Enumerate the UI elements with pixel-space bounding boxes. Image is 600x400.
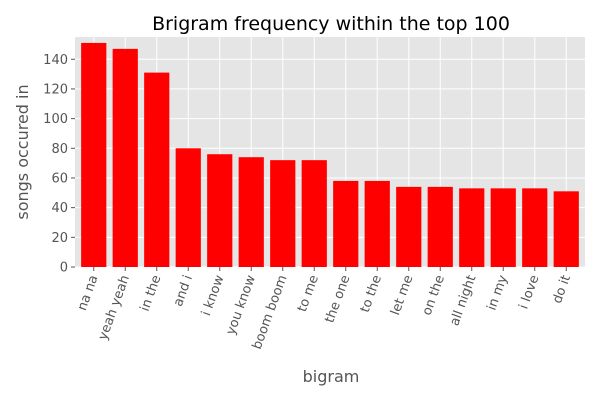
bar-i-know xyxy=(207,154,233,267)
y-tick-label: 100 xyxy=(43,112,68,127)
x-tick-label: in my xyxy=(484,273,511,313)
bar-boom-boom xyxy=(270,160,296,267)
x-tick-label: and i xyxy=(171,273,196,308)
bar-let-me xyxy=(396,186,422,267)
chart-title: Brigram frequency within the top 100 xyxy=(152,13,510,35)
x-tick-label: you know xyxy=(224,273,260,337)
x-tick-label: to me xyxy=(295,273,322,314)
bar-to-me xyxy=(301,160,327,267)
y-tick-label: 20 xyxy=(51,231,68,246)
x-tick-label: all night xyxy=(447,273,479,328)
y-tick-label: 40 xyxy=(51,201,68,216)
bar-the-one xyxy=(333,180,359,267)
x-tick-label: on the xyxy=(420,273,448,317)
y-tick-label: 140 xyxy=(43,53,68,68)
x-tick-label: the one xyxy=(322,273,353,325)
x-tick-label: yeah yeah xyxy=(96,273,133,342)
y-axis-ticks: 0 20 40 60 80 100 120 140 xyxy=(43,53,75,276)
bar-and-i xyxy=(175,148,201,267)
bars xyxy=(81,42,579,267)
bar-in-my xyxy=(490,188,516,267)
x-tick-label: i know xyxy=(199,273,228,318)
x-tick-label: do it xyxy=(550,273,574,305)
bar-to-the xyxy=(364,180,390,267)
x-tick-label: let me xyxy=(388,273,416,317)
y-tick-label: 60 xyxy=(51,171,68,186)
bar-yeah-yeah xyxy=(112,48,138,267)
bar-you-know xyxy=(238,157,264,267)
bar-do-it xyxy=(553,191,579,267)
bar-na-na xyxy=(81,42,107,267)
x-tick-label: i love xyxy=(516,273,542,311)
y-tick-label: 120 xyxy=(43,82,68,97)
bar-on-the xyxy=(427,186,453,267)
x-tick-label: to the xyxy=(358,273,385,314)
x-tick-label: na na xyxy=(75,273,102,312)
bar-i-love xyxy=(522,188,548,267)
y-axis-label: songs occured in xyxy=(13,84,32,219)
x-axis-label: bigram xyxy=(303,367,360,386)
y-tick-label: 0 xyxy=(60,261,68,276)
x-tick-label: in the xyxy=(138,273,165,313)
bar-all-night xyxy=(459,188,485,267)
bar-in-the xyxy=(144,72,170,267)
y-tick-label: 80 xyxy=(51,142,68,157)
